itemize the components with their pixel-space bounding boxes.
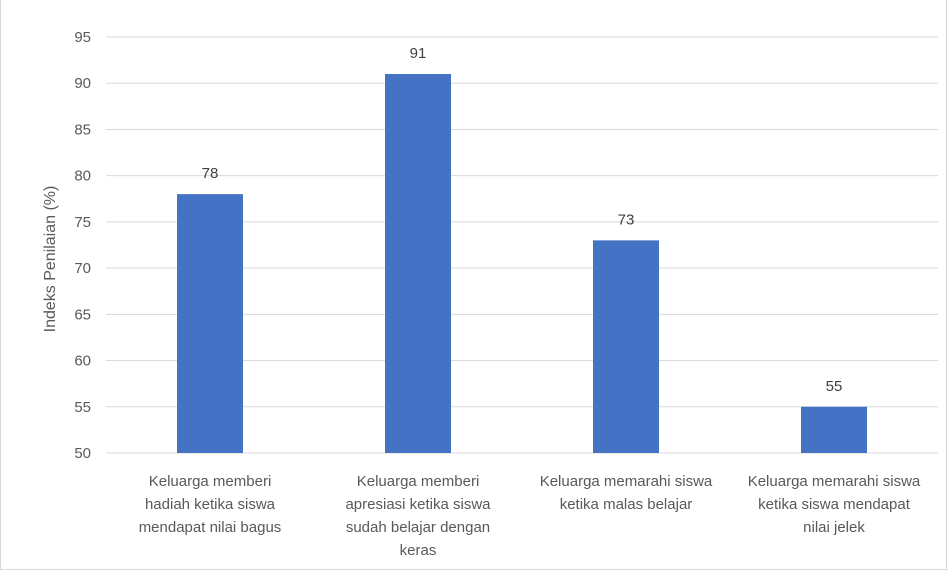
y-axis-tick-labels: 50 55 60 65 70 75 80 85 90 95: [74, 29, 91, 462]
y-tick-label: 50: [74, 445, 91, 462]
y-tick-label: 55: [74, 399, 91, 416]
y-tick-label: 80: [74, 168, 91, 185]
gridlines: [106, 36, 938, 454]
data-label: 91: [410, 45, 427, 62]
bars: [177, 73, 867, 453]
y-tick-label: 95: [74, 29, 91, 46]
bar: [177, 194, 243, 453]
category-label: Keluarga memberi apresiasi ketika siswa su…: [345, 473, 491, 559]
y-axis-title: Indeks Penilaian (%): [42, 186, 59, 333]
data-label: 78: [202, 165, 219, 182]
category-label: Keluarga memarahi siswa ketika malas bela…: [540, 473, 713, 513]
category-label: Keluarga memarahi siswa ketika siswa mend…: [748, 473, 921, 536]
y-tick-label: 75: [74, 214, 91, 231]
y-tick-label: 60: [74, 353, 91, 370]
category-labels: Keluarga memberi hadiah ketika siswa menda…: [139, 473, 921, 559]
data-label: 73: [618, 211, 635, 228]
category-label: Keluarga memberi hadiah ketika siswa menda…: [139, 473, 282, 536]
y-tick-label: 90: [74, 75, 91, 92]
data-labels: 78 91 73 55: [202, 45, 843, 395]
bar: [385, 73, 451, 453]
y-tick-label: 70: [74, 260, 91, 277]
bar: [801, 406, 867, 453]
y-tick-label: 65: [74, 306, 91, 323]
data-label: 55: [826, 378, 843, 395]
y-tick-label: 85: [74, 121, 91, 138]
bar: [593, 240, 659, 453]
